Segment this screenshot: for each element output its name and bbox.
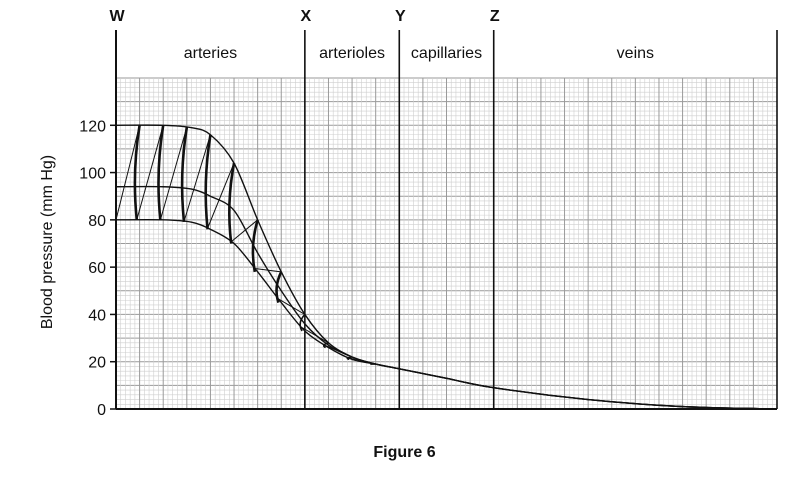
region-label-bg: [495, 38, 775, 64]
pulse-rise: [278, 298, 306, 315]
region-label-bg: [118, 38, 303, 64]
pulse-rise: [254, 267, 282, 273]
pulse-fall: [228, 162, 236, 244]
boundary-marker-x: X: [301, 8, 312, 25]
boundary-marker-z: Z: [490, 8, 500, 25]
boundary-marker-w: W: [109, 8, 125, 25]
y-tick-label: 120: [79, 118, 106, 135]
y-tick-label: 20: [88, 355, 106, 372]
pulse-fall: [275, 271, 283, 304]
region-label-veins: veins: [617, 45, 654, 62]
grid: [115, 77, 778, 410]
region-label-capillaries: capillaries: [411, 45, 482, 62]
y-tick-label: 80: [88, 213, 106, 230]
pulse-rise: [301, 327, 329, 344]
pulse-fall: [133, 125, 141, 220]
pulse-fall: [204, 134, 212, 230]
y-tick-labels: 0 20 40 60 80 100 120: [79, 118, 116, 419]
pulse-rise: [183, 134, 211, 222]
pulse-rise: [230, 219, 258, 243]
pulse-rise: [115, 125, 141, 220]
region-label-bg: [306, 38, 398, 64]
y-tick-label: 40: [88, 307, 106, 324]
region-label-arterioles: arterioles: [319, 45, 385, 62]
pulse-rise: [207, 162, 235, 229]
pulse-fall: [322, 342, 329, 349]
region-labels: arteries arterioles capillaries veins: [118, 38, 775, 64]
y-tick-label: 60: [88, 260, 106, 277]
y-tick-label: 100: [79, 166, 106, 183]
pulse-fall: [157, 125, 165, 220]
boundary-marker-y: Y: [395, 8, 406, 25]
region-label-arteries: arteries: [184, 45, 237, 62]
pulse-fall: [346, 356, 353, 361]
pulse-rise: [159, 127, 188, 220]
pulse-rise: [349, 357, 376, 365]
pulse-fall: [180, 127, 189, 222]
pulse-rise: [136, 125, 164, 220]
pulse-fall: [251, 219, 259, 273]
y-axis-label: Blood pressure (mm Hg): [39, 155, 56, 329]
pulse-fall: [299, 313, 306, 332]
y-tick-label: 0: [97, 402, 106, 419]
pulse-rise: [325, 345, 353, 358]
figure-caption: Figure 6: [373, 444, 436, 461]
region-label-bg: [401, 38, 492, 64]
boundary-markers: W X Y Z: [109, 8, 499, 25]
pulse-waves: [115, 125, 376, 365]
